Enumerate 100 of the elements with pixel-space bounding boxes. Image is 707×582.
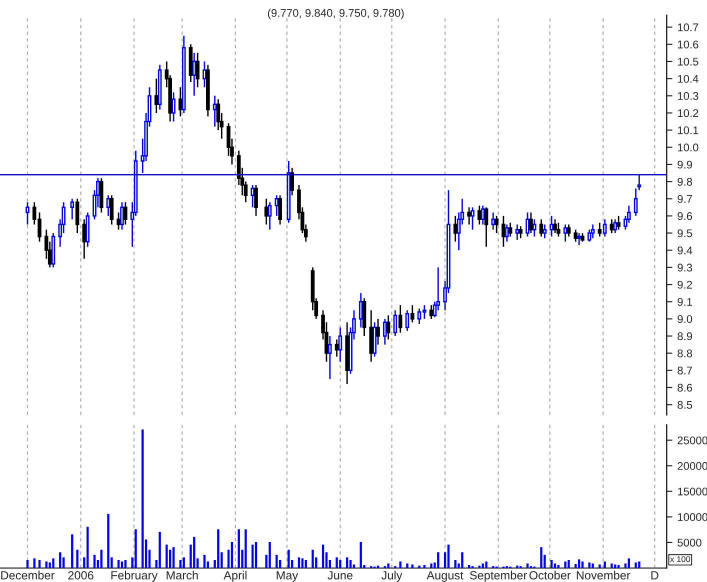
x-tick-label: July [381, 570, 402, 582]
candlestick [637, 174, 642, 191]
x-tick-label: May [276, 571, 298, 582]
y-tick-label: 5000 [678, 538, 702, 547]
candlestick [410, 304, 414, 323]
y-tick-label: 8.6 [678, 384, 692, 392]
y-tick-label: 8.5 [678, 400, 692, 409]
x-tick-label: June [328, 571, 352, 580]
y-tick-label: 9.3 [678, 264, 692, 272]
candlestick [124, 201, 128, 226]
candlestick [212, 95, 217, 128]
candlestick [577, 232, 581, 246]
candlestick [502, 215, 506, 248]
candlestick [196, 52, 200, 88]
candlestick [376, 318, 380, 346]
candlestick [75, 198, 80, 234]
x-tick-label: 2006 [68, 571, 94, 580]
candlestick [429, 304, 434, 320]
candlestick [526, 212, 530, 238]
y-tick-label: 10.3 [678, 92, 698, 100]
x-tick-label: D [651, 571, 658, 580]
candlestick [250, 184, 254, 208]
x-tick-label: April [224, 570, 246, 582]
candlestick [613, 218, 618, 234]
candlestick [590, 224, 595, 239]
candlestick [172, 92, 176, 122]
y-tick-label: 9.6 [678, 212, 692, 220]
candlestick [598, 222, 602, 238]
candlestick [393, 310, 398, 337]
x-tick-label: August [426, 571, 464, 582]
y-tick-label: 9.2 [678, 280, 692, 289]
candlestick [26, 201, 30, 226]
candlestick [484, 206, 488, 248]
y-tick-label: 10.2 [678, 109, 698, 118]
candlestick [398, 304, 402, 334]
candlestick [480, 204, 485, 226]
y-tick-label: 10.4 [678, 74, 698, 83]
candlestick [505, 224, 509, 242]
candlestick [178, 86, 182, 118]
y-tick-label: 9.1 [678, 298, 692, 306]
candlestick [494, 215, 498, 234]
y-tick-label: 10.1 [678, 126, 698, 134]
y-tick-label: 8.7 [678, 366, 692, 374]
candlestick [264, 198, 268, 226]
candlestick [334, 338, 339, 358]
y-tick-label: 9.9 [678, 160, 692, 169]
candlestick [634, 188, 638, 217]
y-tick-label: 10.7 [678, 23, 698, 32]
candlestick [616, 215, 620, 230]
candlestick [202, 60, 206, 88]
y-tick-label: 9.5 [678, 229, 692, 238]
x-tick-label: March [166, 570, 198, 580]
candlestick [508, 222, 512, 238]
y-tick-label: 9.8 [678, 178, 692, 186]
x-tick-label: February [111, 570, 158, 582]
candlestick [386, 314, 390, 340]
candlestick [470, 206, 474, 230]
candlestick [274, 194, 279, 217]
candlestick [70, 198, 74, 220]
candlestick [290, 167, 294, 196]
candlestick [116, 212, 120, 230]
candlestick [254, 184, 258, 217]
y-tick-label: 10.6 [678, 40, 698, 48]
y-tick-label: 10.0 [678, 144, 698, 152]
text: x 100 [670, 556, 690, 562]
candlestick [453, 215, 458, 242]
candlestick [106, 194, 110, 217]
candlestick [478, 204, 482, 226]
candlestick [110, 194, 114, 226]
x-tick-label: September [470, 570, 527, 582]
candlestick [268, 201, 272, 230]
x-tick-label: December [1, 570, 55, 580]
candlestick [467, 206, 471, 226]
candlestick [278, 194, 282, 226]
candlestick [529, 212, 533, 234]
candlestick [587, 228, 592, 242]
candlestick [338, 326, 342, 362]
candlestick [532, 218, 536, 238]
candlestick [405, 310, 410, 332]
candlestick [154, 78, 158, 114]
candlestick [550, 215, 554, 238]
candlestick [328, 335, 332, 380]
candlestick [563, 224, 568, 242]
candlestick [553, 218, 557, 234]
candlestick [515, 224, 520, 241]
candlestick [602, 218, 607, 238]
candlestick [542, 224, 547, 239]
candlestick [556, 222, 560, 238]
y-tick-label: 9.4 [678, 246, 692, 254]
candlestick [566, 224, 571, 238]
candlestick [518, 226, 523, 239]
y-tick-label: 8.8 [678, 349, 692, 358]
candlestick [383, 318, 387, 346]
y-tick-label: 9.0 [678, 315, 692, 324]
chart-title: (9.770, 9.840, 9.750, 9.780) [268, 8, 404, 20]
candlestick [120, 201, 124, 230]
y-tick-label: 8.9 [678, 332, 692, 340]
candlestick [539, 218, 544, 238]
y-tick-label: 9.7 [678, 195, 692, 203]
candlestick [574, 228, 578, 242]
